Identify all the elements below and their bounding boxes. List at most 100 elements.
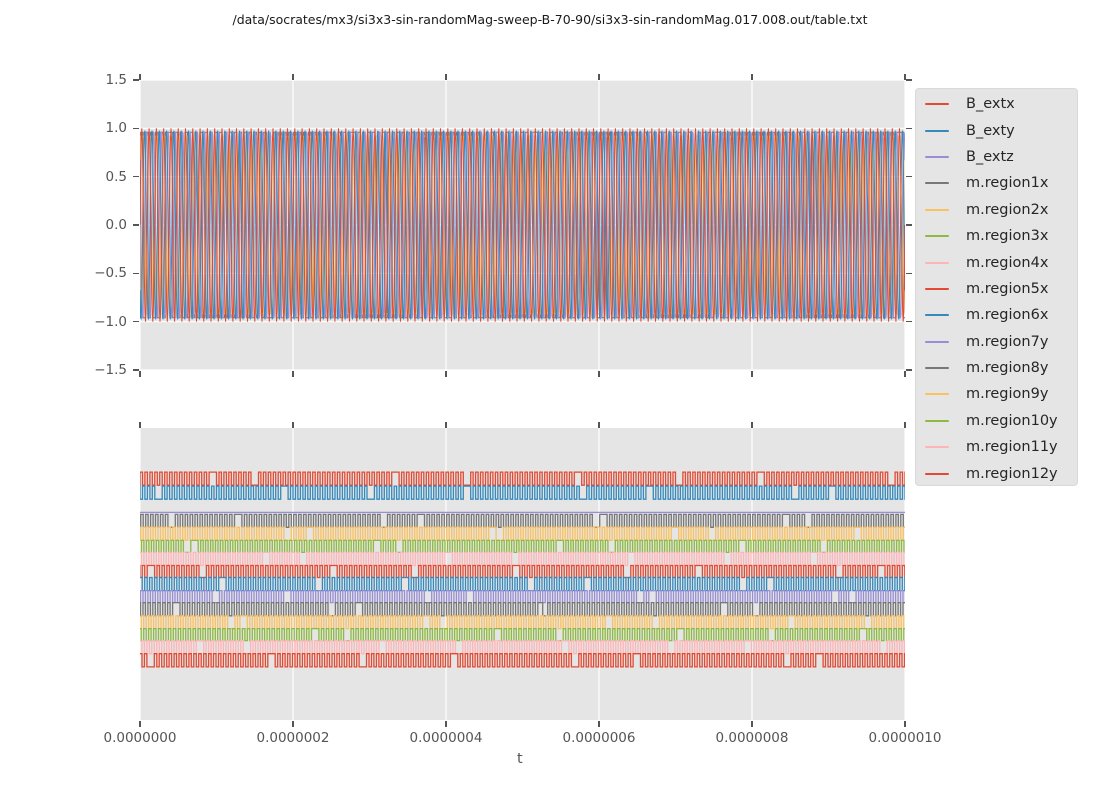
series-line-B_exty: [140, 130, 905, 320]
y-tick-label: −0.5: [94, 265, 127, 282]
legend-line-sample: [925, 367, 949, 370]
tick-mark: [292, 720, 294, 727]
legend-entry: m.region11y: [925, 434, 1077, 460]
legend-entry-label: m.region9y: [966, 386, 1049, 403]
legend-entry-label: m.region8y: [966, 360, 1049, 377]
top-plot: [140, 80, 905, 370]
tick-mark: [751, 73, 753, 80]
tick-mark: [133, 224, 139, 226]
bottom-plot: [140, 428, 905, 720]
y-tick-label: −1.0: [94, 313, 127, 330]
tick-mark: [598, 421, 600, 428]
x-tick-label: 0.0000004: [409, 730, 483, 746]
legend-entry: B_extz: [925, 144, 1077, 170]
tick-mark: [139, 421, 141, 428]
series-line-m.region8y: [140, 601, 905, 617]
tick-mark: [139, 73, 141, 80]
series-line-m.region9y: [140, 615, 905, 630]
series-line-m.region4x: [140, 551, 905, 567]
tick-mark: [445, 370, 447, 377]
legend-line-sample: [925, 235, 949, 238]
legend-line-sample: [925, 103, 949, 106]
tick-mark: [133, 175, 139, 178]
legend-line-sample: [925, 129, 949, 132]
tick-mark: [292, 73, 294, 80]
series-line-B_exty: [140, 485, 905, 500]
tick-mark: [751, 720, 753, 727]
y-tick-label: 1.0: [105, 120, 127, 137]
legend-line-sample: [925, 261, 949, 264]
series-line-m.region1x: [140, 513, 905, 528]
x-tick-label: 0.0000002: [256, 730, 330, 746]
top-plot-canvas: [140, 80, 905, 370]
legend-entry-label: m.region2x: [966, 201, 1049, 218]
x-tick-label: 0.0000006: [562, 730, 636, 746]
legend-line-sample: [925, 155, 949, 158]
legend-line-sample: [925, 208, 949, 211]
tick-mark: [133, 320, 139, 323]
legend-entry-label: m.region11y: [966, 439, 1058, 456]
tick-mark: [751, 421, 753, 428]
tick-mark: [445, 73, 447, 80]
series-line-m.region2x: [140, 526, 905, 542]
legend-line-sample: [925, 419, 949, 422]
series-line-m.region6x: [140, 576, 905, 592]
tick-mark: [751, 370, 753, 377]
tick-mark: [598, 73, 600, 80]
tick-mark: [906, 320, 912, 323]
legend-entry: m.region9y: [925, 381, 1077, 407]
x-tick-label: 0.0000010: [868, 730, 942, 746]
legend-entry-label: m.region5x: [966, 280, 1049, 297]
legend-entry-label: m.region3x: [966, 228, 1049, 245]
tick-mark: [133, 127, 139, 130]
legend-line-sample: [925, 472, 949, 475]
legend-entry: B_exty: [925, 117, 1077, 143]
legend-entry: m.region7y: [925, 329, 1077, 355]
tick-mark: [906, 272, 912, 275]
y-tick-label: −1.5: [94, 362, 127, 378]
plot-title: /data/socrates/mx3/si3x3-sin-randomMag-s…: [232, 12, 868, 27]
tick-mark: [904, 370, 906, 377]
series-line-m.region3x: [140, 539, 905, 554]
tick-mark: [904, 421, 906, 428]
tick-mark: [292, 370, 294, 377]
legend-entry: m.region6x: [925, 302, 1077, 328]
series-line-m.region12y: [140, 653, 905, 668]
legend-entry-label: B_extx: [966, 96, 1015, 113]
legend-line-sample: [925, 182, 949, 185]
legend-line-sample: [925, 393, 949, 396]
bottom-plot-canvas: [140, 428, 905, 720]
tick-mark: [906, 369, 912, 371]
legend-entry-label: m.region10y: [966, 412, 1058, 429]
tick-mark: [292, 421, 294, 428]
series-line-B_extz: [140, 131, 905, 319]
x-tick-label: 0.0000008: [715, 730, 789, 746]
legend-line-sample: [925, 446, 949, 449]
tick-mark: [139, 370, 141, 377]
y-tick-label: 1.5: [105, 72, 127, 88]
tick-mark: [904, 720, 906, 727]
legend-entry-label: m.region4x: [966, 254, 1049, 271]
x-axis-label: t: [517, 751, 523, 767]
legend-entry: m.region12y: [925, 460, 1077, 486]
tick-mark: [133, 79, 139, 81]
tick-mark: [906, 175, 912, 178]
series-line-m.region5x: [140, 564, 905, 579]
tick-mark: [133, 272, 139, 275]
series-line-m.region7y: [140, 589, 905, 604]
series-line-B_extx: [140, 471, 905, 486]
y-tick-label: 0.5: [105, 168, 127, 185]
legend-entry: m.region3x: [925, 223, 1077, 249]
series-line-m.region10y: [140, 627, 905, 642]
legend-entry: m.region1x: [925, 170, 1077, 196]
tick-mark: [445, 720, 447, 727]
legend-entry-label: m.region7y: [966, 333, 1049, 350]
legend-entry-label: B_exty: [966, 122, 1015, 139]
legend-entry: B_extx: [925, 91, 1077, 117]
tick-mark: [906, 79, 912, 81]
tick-mark: [445, 421, 447, 428]
x-tick-label: 0.0000000: [103, 730, 177, 746]
legend-entry-label: B_extz: [966, 148, 1014, 165]
series-line-m.region11y: [140, 639, 905, 655]
